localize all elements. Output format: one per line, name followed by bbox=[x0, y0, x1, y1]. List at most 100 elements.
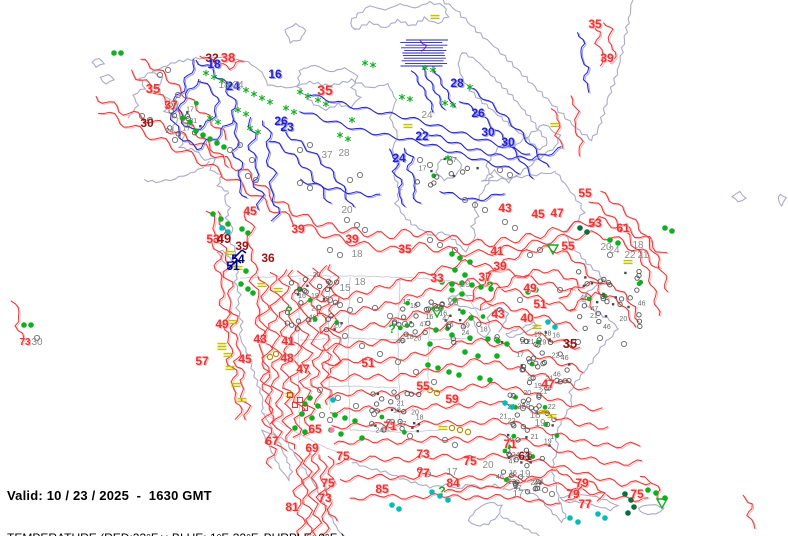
station-circle-icon bbox=[531, 355, 537, 361]
green-station-dot-icon bbox=[485, 336, 491, 342]
green-station-dot-icon bbox=[586, 296, 592, 302]
station-circle-icon bbox=[564, 367, 570, 373]
station-circle-icon bbox=[430, 378, 438, 386]
station-circle-icon bbox=[577, 313, 583, 320]
green-station-dot-icon bbox=[536, 339, 541, 345]
red-isotherm-echo bbox=[743, 495, 757, 531]
station-mark-icon bbox=[595, 300, 599, 304]
green-station-dot-icon bbox=[495, 338, 501, 344]
blue-isotherm bbox=[432, 65, 456, 108]
station-circle-icon bbox=[516, 296, 524, 304]
red-isotherm-echo bbox=[571, 292, 638, 329]
red-isotherm bbox=[471, 245, 609, 302]
blue-isotherm bbox=[458, 101, 534, 179]
station-mark-icon bbox=[443, 157, 447, 161]
station-circle-icon bbox=[328, 313, 334, 319]
station-mark-icon bbox=[374, 424, 377, 427]
contour-label: 45 bbox=[238, 352, 252, 366]
station-circle-icon bbox=[425, 306, 432, 312]
green-station-dot-icon bbox=[449, 332, 455, 338]
station-circle-icon bbox=[526, 453, 533, 459]
station-circle-icon bbox=[451, 246, 459, 254]
green-station-dot-icon bbox=[669, 228, 675, 234]
station-number: 17 bbox=[186, 107, 194, 114]
contour-label: 37 bbox=[478, 270, 492, 284]
station-circle-icon bbox=[554, 377, 560, 384]
shower-triangle-icon bbox=[546, 244, 560, 256]
red-isotherm bbox=[216, 210, 252, 421]
contour-label: 47 bbox=[550, 206, 564, 220]
contour-label: 39 bbox=[291, 222, 305, 236]
contour-label: 51 bbox=[361, 356, 375, 370]
contour-label-echo: 41 bbox=[283, 335, 297, 349]
teal-station-dot-icon bbox=[545, 319, 551, 325]
station-mark-icon bbox=[306, 284, 309, 288]
station-mark-icon bbox=[604, 315, 608, 318]
green-station-dot-icon bbox=[462, 272, 468, 278]
green-station-dot-icon bbox=[359, 435, 365, 441]
station-number: 17 bbox=[550, 434, 558, 441]
wind-barb-icon bbox=[227, 259, 242, 270]
station-number: 22 bbox=[552, 353, 560, 360]
contour-label-echo: 49 bbox=[217, 318, 231, 332]
station-circle-icon bbox=[566, 377, 572, 384]
station-mark-icon bbox=[329, 286, 332, 290]
station-circle-icon bbox=[346, 306, 354, 314]
station-circle-icon bbox=[501, 218, 509, 226]
station-number: 17 bbox=[183, 126, 191, 133]
fog-icon bbox=[231, 382, 241, 388]
contour-label: 28 bbox=[447, 297, 459, 308]
green-station-dot-icon bbox=[397, 325, 403, 331]
coastline bbox=[350, 0, 450, 31]
station-mark-icon bbox=[611, 303, 615, 306]
station-circle-icon bbox=[424, 470, 432, 478]
contour-label: 23 bbox=[280, 120, 294, 134]
station-number: 20 bbox=[413, 335, 421, 342]
green-station-dot-icon bbox=[467, 259, 473, 265]
green-station-dot-icon bbox=[638, 279, 644, 285]
station-number: 18 bbox=[506, 436, 514, 443]
station-circle-icon bbox=[634, 275, 640, 281]
red-isotherm-layer bbox=[10, 22, 757, 536]
contour-label: 18 bbox=[351, 249, 363, 260]
contour-label: 75 bbox=[463, 454, 477, 468]
contour-label: 18 bbox=[354, 277, 366, 288]
contour-label: 71 bbox=[383, 419, 397, 433]
station-circle-icon bbox=[296, 179, 304, 187]
station-markers-layer: ???? bbox=[21, 14, 675, 525]
snow-icon bbox=[202, 69, 210, 77]
station-circle-icon bbox=[343, 216, 351, 224]
station-circle-icon bbox=[371, 304, 379, 312]
station-circle-icon bbox=[634, 287, 640, 293]
station-circle-icon bbox=[379, 396, 385, 402]
snow-icon bbox=[369, 61, 377, 69]
red-isotherm-echo bbox=[293, 453, 308, 536]
contour-label: 15 bbox=[339, 283, 351, 294]
station-mark-icon bbox=[390, 408, 394, 412]
green-station-dot-icon bbox=[118, 50, 124, 56]
station-circle-icon bbox=[376, 350, 384, 358]
contour-label: 71 bbox=[503, 437, 517, 451]
contour-label: 48 bbox=[280, 351, 294, 365]
snow-icon bbox=[250, 90, 258, 98]
station-mark-icon bbox=[582, 284, 585, 288]
station-number: 21 bbox=[527, 339, 535, 346]
green-station-dot-icon bbox=[342, 415, 348, 421]
contour-label-echo: 71 bbox=[505, 438, 519, 452]
red-isotherm bbox=[302, 449, 314, 536]
station-circle-icon bbox=[403, 331, 409, 337]
contour-label: 57 bbox=[195, 354, 209, 368]
contour-label: 37 bbox=[321, 150, 333, 161]
station-circle-icon bbox=[303, 289, 309, 295]
station-mark-icon bbox=[584, 276, 587, 279]
green-station-dot-icon bbox=[193, 100, 199, 106]
contour-label-echo: 55 bbox=[418, 380, 432, 394]
contour-label: 30 bbox=[481, 125, 495, 139]
blue-isotherm bbox=[577, 32, 590, 93]
contour-label: 55 bbox=[578, 186, 592, 200]
contour-label-echo: 35 bbox=[147, 82, 161, 97]
red-isotherm bbox=[98, 111, 661, 268]
contour-label: 77 bbox=[578, 497, 592, 511]
station-mark-icon bbox=[568, 363, 571, 366]
